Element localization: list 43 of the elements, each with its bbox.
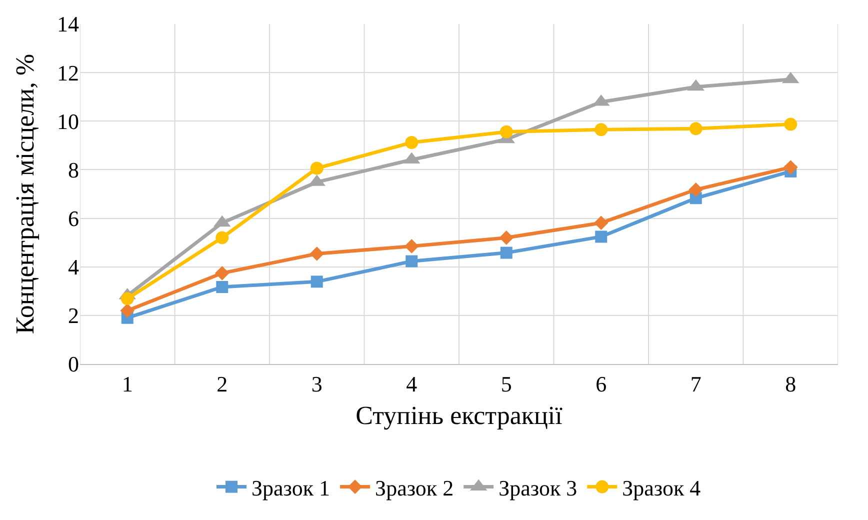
point [689, 122, 702, 136]
point [783, 160, 798, 174]
x-tick-label: 7 [690, 371, 702, 396]
x-tick-label: 2 [216, 371, 228, 396]
point [310, 276, 323, 288]
y-tick-label: 8 [68, 157, 79, 182]
y-tick-label: 12 [57, 60, 79, 86]
point [405, 136, 418, 150]
point [406, 255, 418, 268]
y-tick-label: 0 [68, 352, 79, 377]
y-axis-title: Концентрація місцели, % [10, 54, 40, 334]
legend-label: Зразок 4 [622, 475, 701, 500]
point [120, 303, 135, 318]
point [688, 182, 704, 197]
y-tick-label: 6 [68, 206, 79, 231]
x-tick-label: 3 [311, 371, 322, 396]
x-tick-label: 6 [596, 371, 607, 396]
y-tick-label: 2 [68, 303, 79, 328]
y-tick-label: 10 [57, 108, 79, 134]
point [216, 231, 229, 244]
point [310, 162, 324, 175]
x-tick-label: 1 [122, 371, 133, 396]
point [784, 118, 798, 131]
point [499, 230, 514, 245]
x-tick-label: 5 [500, 371, 512, 396]
point [404, 239, 419, 254]
legend-label: Зразок 1 [252, 475, 330, 500]
x-tick-label: 8 [785, 371, 796, 396]
point [310, 246, 324, 261]
y-tick-label: 14 [57, 12, 79, 37]
point [214, 266, 230, 280]
y-tick-label: 4 [68, 254, 79, 280]
x-axis-title: Ступінь екстракції [356, 401, 564, 430]
point [120, 292, 134, 306]
point [594, 123, 608, 136]
legend-label: Зразок 3 [498, 475, 578, 500]
point [594, 216, 608, 230]
x-tick-label: 4 [406, 371, 418, 396]
point [216, 281, 228, 294]
point [595, 230, 608, 243]
point [500, 246, 512, 259]
point [500, 125, 513, 138]
legend-label: Зразок 2 [375, 475, 454, 500]
